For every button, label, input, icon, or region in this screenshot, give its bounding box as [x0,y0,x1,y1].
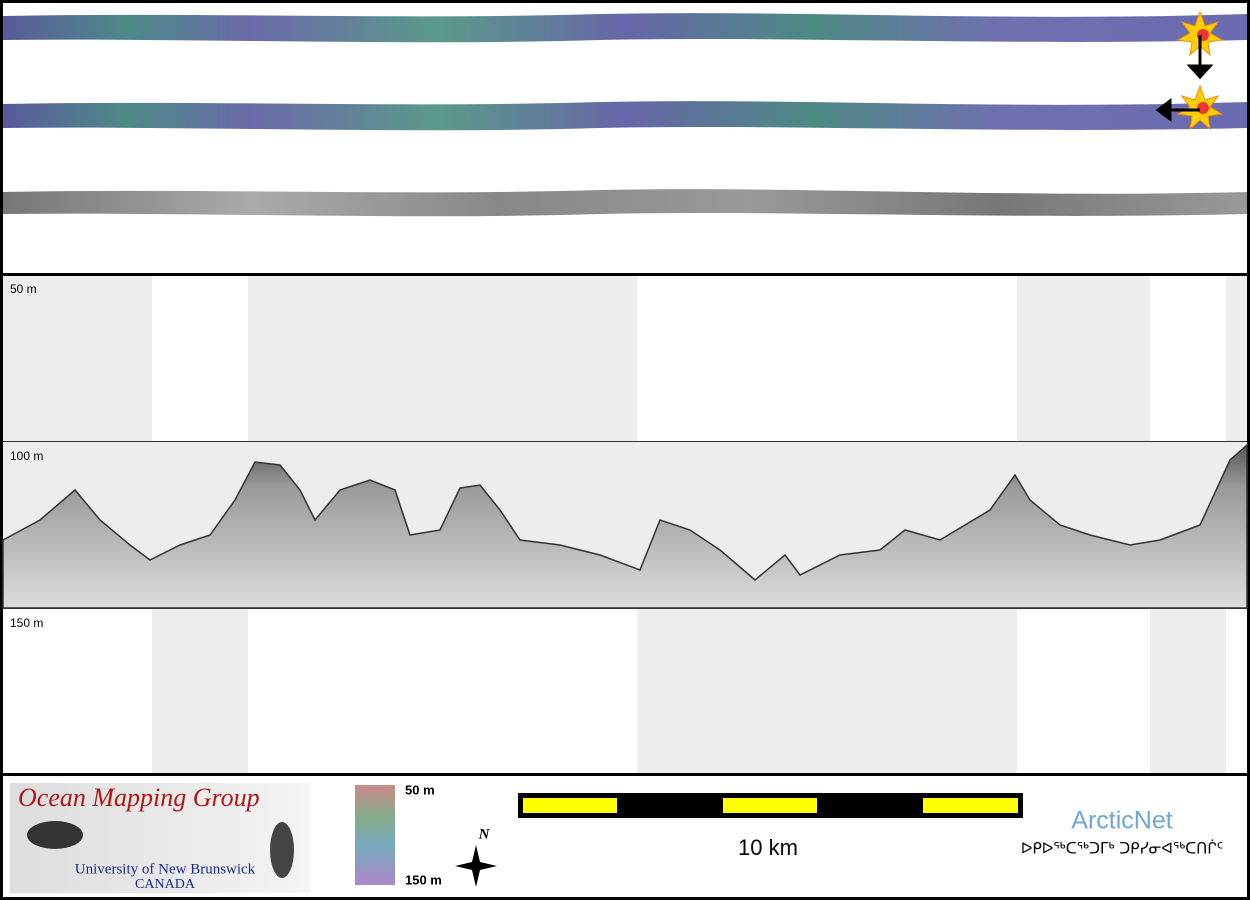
seabed-profile [2,443,1248,609]
logo-country: CANADA [135,877,196,892]
depth-label: 100 m [10,449,43,463]
compass-label: N [478,826,491,842]
colorbar-label: 50 m [405,782,435,797]
compass-rose [455,845,497,887]
depth-label: 150 m [10,616,43,630]
logo-icon [270,822,294,878]
logo-title: Ocean Mapping Group [18,783,260,812]
logo-university: University of New Brunswick [75,861,256,877]
depth-line [3,441,1247,609]
logo-icon [27,821,83,849]
arcticnet-syllabics: ᐅᑭᐅᖅᑕᖅᑐᒥᒃ ᑐᑭᓯᓂᐊᖅᑕᑎᒌᑦ [1021,840,1223,858]
arcticnet-name: ArcticNet [1071,807,1172,835]
swath-backscatter [3,189,1247,217]
depth-label: 50 m [10,282,37,296]
colorbar-label: 150 m [405,872,442,887]
scale-bar-label: 10 km [738,835,798,860]
swath-bathymetry [3,101,1247,131]
arrow [1155,35,1214,122]
scale-bar-segment [523,798,1018,813]
swath-bathymetry [3,13,1247,43]
colorbar [355,785,395,885]
